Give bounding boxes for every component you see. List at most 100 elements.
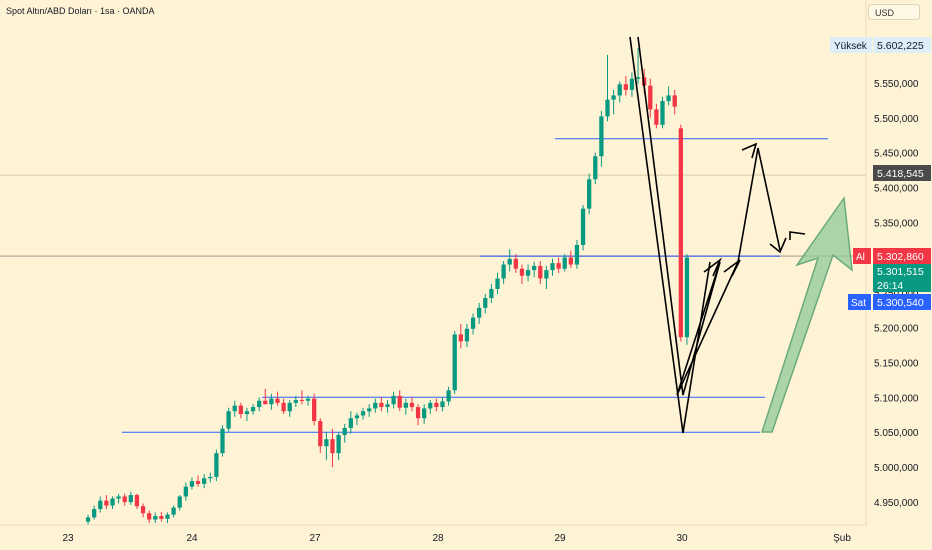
candle-body [464,328,470,342]
ask-label-bg [853,248,871,264]
candle-body [85,517,91,522]
candle-body [250,407,256,412]
candle-body [122,496,127,503]
candle-body [116,496,121,499]
candle-body [360,411,366,416]
candle-body [379,402,384,408]
candle-body [348,418,353,428]
candle-body [440,401,445,408]
x-tick-label: Şub [833,533,851,544]
candle-body [269,398,274,405]
candle-body [263,400,268,405]
x-tick-label: 28 [432,533,444,544]
candle-body [336,434,341,454]
candle-body [195,481,201,484]
candle-body [452,334,457,391]
y-tick-label: 5.450,000 [874,149,919,160]
candle-body [226,411,231,429]
candle-body [519,268,525,276]
ask-value: 5.302,860 [877,251,924,263]
y-tick-label: 5.250,000 [874,288,919,299]
x-tick-label: 27 [309,533,321,544]
y-tick-label: 5.200,000 [874,323,919,334]
candle-body [244,411,250,415]
projection-path-short [682,261,711,434]
ask-value-bg [873,248,931,264]
candle-body [470,317,476,329]
x-tick-label: 29 [554,533,566,544]
candle-body [458,334,463,342]
candle-body [550,263,555,271]
high-label-bg [830,37,872,53]
candle-body [403,402,408,408]
y-tick-label: 5.400,000 [874,184,919,195]
y-tick-label: 5.500,000 [874,114,919,125]
x-tick-label: 23 [62,533,74,544]
candle-body [354,415,360,419]
last-price: 5.301,515 [877,266,924,278]
candle-body [409,402,415,408]
arrow-head [789,231,806,240]
last-price-bg [873,264,931,292]
bid-value-bg [873,294,931,310]
candle-body [666,95,671,102]
candle-body [495,278,500,289]
candle-body [483,298,488,308]
currency-selector[interactable]: USD [868,4,920,20]
candle-body [391,395,396,405]
candle-body [220,428,225,454]
arrow-head [741,142,758,159]
candle-body [568,257,573,265]
candle-body [189,481,195,487]
arrow-head [769,237,787,254]
candle-body [648,85,653,110]
candle-body [312,398,317,422]
y-tick-label: 5.050,000 [874,428,919,439]
candle-body [617,84,622,96]
candle-body [611,95,616,100]
y-tick-label: 5.100,000 [874,393,919,404]
candle-body [605,99,610,117]
arrow-head [723,259,741,277]
candle-body [428,402,433,409]
ask-label: Al [856,252,865,263]
candle-body [128,495,133,503]
candle-body [562,257,567,269]
candle-body [202,478,207,484]
bid-label: Sat [851,298,866,309]
candle-body [305,398,311,401]
candle-body [214,453,219,477]
bid-label-bg [848,294,871,310]
candle-body [623,84,628,90]
candle-body [544,270,549,279]
candle-body [513,258,518,269]
candle-body [147,513,152,520]
crosshair-value: 5.418,545 [877,168,924,180]
candle-body [330,439,335,454]
candle-body [580,208,586,245]
candle-body [599,116,604,157]
candle-body [318,421,323,447]
candle-body [373,402,378,409]
candle-body [684,257,690,338]
y-tick-label: 5.150,000 [874,358,919,369]
candle-body [629,78,635,90]
candle-body [587,179,592,209]
candle-body [98,500,103,510]
candle-body [501,264,506,279]
projection-path [637,36,781,396]
candle-body [293,400,298,403]
candle-body [159,516,164,519]
candle-body [477,307,482,318]
candle-body [678,128,683,338]
candle-body [208,476,213,479]
candle-body [672,95,677,107]
bid-value: 5.300,540 [877,297,924,309]
candle-body [507,258,512,265]
candle-body [574,244,580,265]
arrow-head [703,257,722,277]
crosshair-value-bg [873,165,931,181]
candle-body [153,516,158,520]
